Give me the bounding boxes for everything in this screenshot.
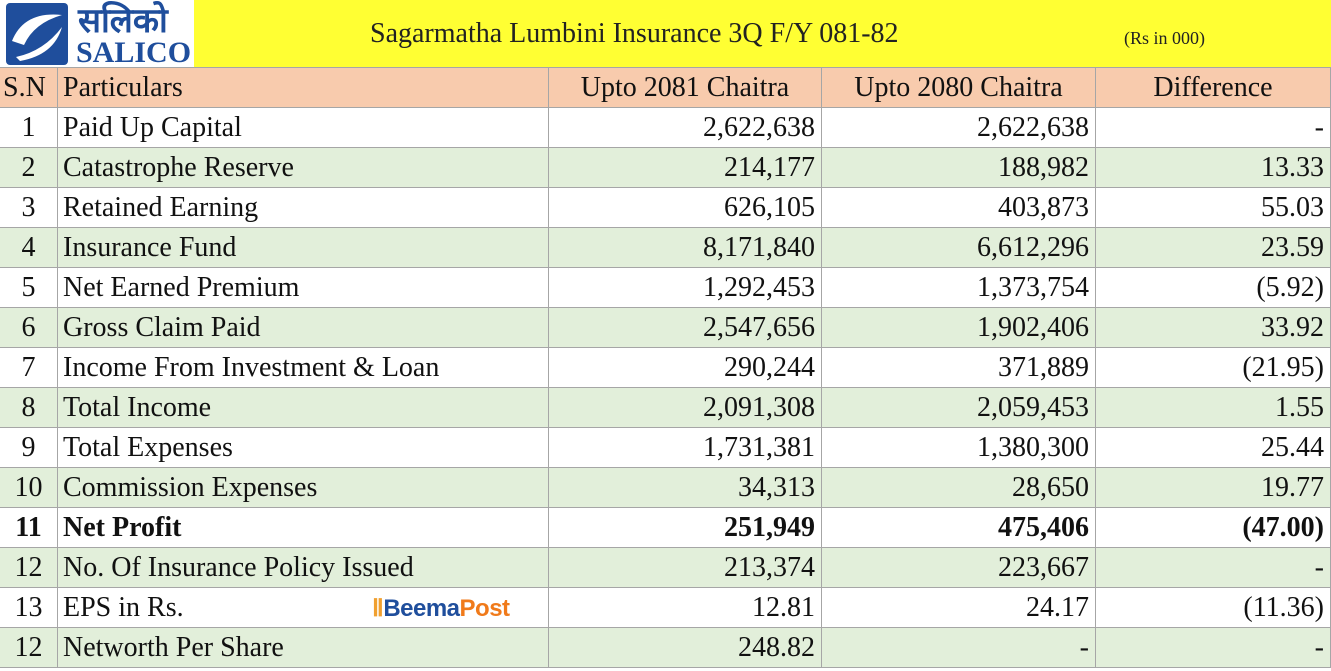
table-cell: Catastrophe Reserve <box>58 148 549 188</box>
table-cell: 13.33 <box>1096 148 1331 188</box>
table-cell: 2,059,453 <box>822 388 1096 428</box>
table-cell: 8,171,840 <box>549 228 822 268</box>
table-cell: 214,177 <box>549 148 822 188</box>
table-cell: 9 <box>0 428 58 468</box>
table-cell: 2,091,308 <box>549 388 822 428</box>
unit: (Rs in 000) <box>1124 28 1205 48</box>
table-cell: 475,406 <box>822 508 1096 548</box>
table-cell: 1,373,754 <box>822 268 1096 308</box>
table-cell: 7 <box>0 348 58 388</box>
table-cell: 626,105 <box>549 188 822 228</box>
watermark-second: Post <box>459 595 511 622</box>
table-cell: 4 <box>0 228 58 268</box>
table-cell: 23.59 <box>1096 228 1331 268</box>
table-cell: Total Expenses <box>58 428 549 468</box>
table-cell: 28,650 <box>822 468 1096 508</box>
table-cell: (47.00) <box>1096 508 1331 548</box>
table-cell: Paid Up Capital <box>58 108 549 148</box>
table-cell: 19.77 <box>1096 468 1331 508</box>
table-cell: Gross Claim Paid <box>58 308 549 348</box>
watermark: ⅡBeemaPost <box>372 595 511 622</box>
table-cell: 290,244 <box>549 348 822 388</box>
table-cell: 371,889 <box>822 348 1096 388</box>
table-cell: 55.03 <box>1096 188 1331 228</box>
logo: सलिको SALICO <box>0 0 194 69</box>
table-cell: Networth Per Share <box>58 628 549 668</box>
logo-icon <box>6 3 68 65</box>
table-cell: - <box>822 628 1096 668</box>
column-header: Upto 2080 Chaitra <box>822 68 1096 108</box>
table-cell: Retained Earning <box>58 188 549 228</box>
table-cell: 248.82 <box>549 628 822 668</box>
table-cell: 403,873 <box>822 188 1096 228</box>
table-cell: 1,731,381 <box>549 428 822 468</box>
table-cell: 24.17 <box>822 588 1096 628</box>
table-cell: 8 <box>0 388 58 428</box>
table-cell: 33.92 <box>1096 308 1331 348</box>
table-cell: - <box>1096 548 1331 588</box>
table-cell: 3 <box>0 188 58 228</box>
table-cell: 213,374 <box>549 548 822 588</box>
table-cell: Net Profit <box>58 508 549 548</box>
logo-native: सलिको <box>78 1 168 41</box>
table-cell: 12 <box>0 628 58 668</box>
table-cell: 34,313 <box>549 468 822 508</box>
table-cell: 11 <box>0 508 58 548</box>
watermark-first: Beema <box>383 595 460 622</box>
table-cell: 1.55 <box>1096 388 1331 428</box>
table-cell: EPS in Rs. <box>58 588 549 628</box>
logo-latin: SALICO <box>76 36 192 69</box>
table-cell: Insurance Fund <box>58 228 549 268</box>
table-cell: 6,612,296 <box>822 228 1096 268</box>
table-cell: Commission Expenses <box>58 468 549 508</box>
table-cell: 1,292,453 <box>549 268 822 308</box>
column-header: Particulars <box>58 68 549 108</box>
table-cell: 2 <box>0 148 58 188</box>
table-cell: - <box>1096 628 1331 668</box>
column-header: S.N <box>0 68 58 108</box>
table-cell: (5.92) <box>1096 268 1331 308</box>
column-header: Upto 2081 Chaitra <box>549 68 822 108</box>
table-cell: 6 <box>0 308 58 348</box>
table-cell: 5 <box>0 268 58 308</box>
table-cell: 2,622,638 <box>549 108 822 148</box>
table-cell: (11.36) <box>1096 588 1331 628</box>
title: Sagarmatha Lumbini Insurance 3Q F/Y 081-… <box>370 18 899 49</box>
table-cell: 25.44 <box>1096 428 1331 468</box>
table-cell: Total Income <box>58 388 549 428</box>
table-cell: 2,547,656 <box>549 308 822 348</box>
table-cell: 10 <box>0 468 58 508</box>
table-cell: - <box>1096 108 1331 148</box>
table-cell: 12.81 <box>549 588 822 628</box>
table-cell: Income From Investment & Loan <box>58 348 549 388</box>
table-cell: Net Earned Premium <box>58 268 549 308</box>
table-cell: 13 <box>0 588 58 628</box>
table-cell: 1 <box>0 108 58 148</box>
column-header: Difference <box>1096 68 1331 108</box>
banner: Sagarmatha Lumbini Insurance 3Q F/Y 081-… <box>194 0 1331 68</box>
table-cell: 12 <box>0 548 58 588</box>
table-cell: No. Of Insurance Policy Issued <box>58 548 549 588</box>
table-cell: (21.95) <box>1096 348 1331 388</box>
table-cell: 1,380,300 <box>822 428 1096 468</box>
table-cell: 188,982 <box>822 148 1096 188</box>
table-cell: 223,667 <box>822 548 1096 588</box>
table-cell: 251,949 <box>549 508 822 548</box>
table-cell: 2,622,638 <box>822 108 1096 148</box>
table-cell: 1,902,406 <box>822 308 1096 348</box>
